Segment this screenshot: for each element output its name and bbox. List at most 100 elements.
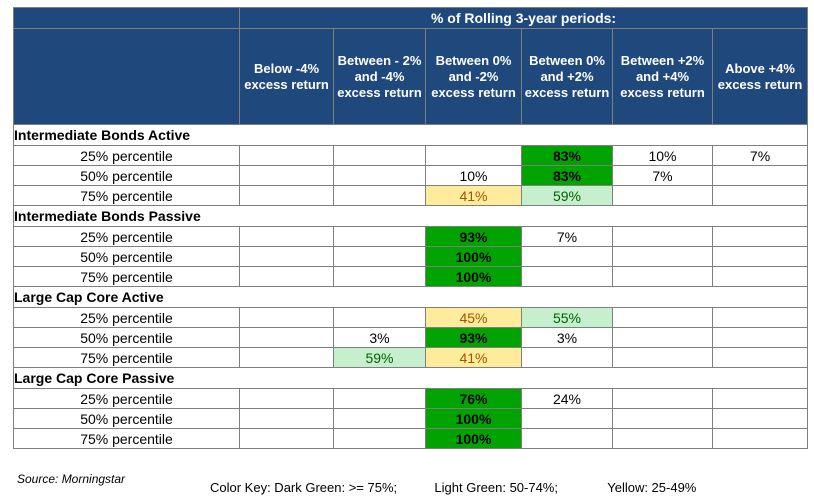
value-cell (239, 185, 334, 206)
table-row: 50% percentile 100% (13, 408, 809, 429)
row-label: 50% percentile (13, 165, 240, 186)
value-cell (333, 307, 426, 328)
value-cell (333, 145, 426, 166)
value-cell (711, 307, 809, 328)
value-cell (333, 226, 426, 247)
column-header: Between 0% and -2% excess return (425, 28, 522, 125)
value-cell (612, 246, 713, 267)
value-cell (521, 428, 613, 449)
table-row: 25% percentile 45% 55% (13, 307, 809, 328)
table-title: % of Rolling 3-year periods: (238, 7, 809, 29)
color-key-yellow: Yellow: 25-49% (607, 480, 697, 495)
value-cell (239, 266, 334, 287)
table-row: 50% percentile 100% (13, 246, 809, 267)
value-cell (711, 408, 809, 429)
value-cell (333, 266, 426, 287)
group-row: Intermediate Bonds Passive (12, 205, 809, 227)
value-cell (612, 388, 713, 409)
value-cell (239, 428, 334, 449)
color-key: Color Key: Dark Green: >= 75%; Light Gre… (210, 480, 696, 495)
value-cell (239, 388, 334, 409)
value-cell (333, 246, 426, 267)
value-cell (521, 246, 613, 267)
value-cell (612, 307, 713, 328)
value-cell (612, 185, 713, 206)
value-cell (711, 246, 809, 267)
value-cell: 93% (425, 327, 522, 348)
row-label: 75% percentile (13, 185, 240, 206)
value-cell (711, 388, 809, 409)
value-cell (711, 165, 809, 186)
value-cell (333, 185, 426, 206)
group-label: Intermediate Bonds Passive (12, 205, 809, 227)
table-row: 75% percentile 59% 41% (13, 347, 809, 368)
table-body: Intermediate Bonds Active 25% percentile 8… (12, 124, 809, 449)
value-cell: 10% (612, 145, 713, 166)
group-label: Large Cap Core Active (12, 286, 809, 308)
group-row: Large Cap Core Passive (12, 367, 809, 389)
value-cell (711, 327, 809, 348)
value-cell (239, 226, 334, 247)
row-label: 25% percentile (13, 226, 240, 247)
source-note: Source: Morningstar (17, 472, 126, 486)
returns-table: % of Rolling 3-year periods: Below -4% e… (12, 7, 809, 449)
value-cell: 100% (425, 266, 522, 287)
row-label: 25% percentile (13, 388, 240, 409)
table-row: 50% percentile 10% 83% 7% (13, 165, 809, 186)
value-cell: 100% (425, 428, 522, 449)
super-header-row: % of Rolling 3-year periods: (13, 7, 809, 29)
table-row: 75% percentile 41% 59% (13, 185, 809, 206)
value-cell (239, 145, 334, 166)
table-row: 50% percentile 3% 93% 3% (13, 327, 809, 348)
value-cell (333, 388, 426, 409)
table-row: 75% percentile 100% (13, 266, 809, 287)
column-header: Below -4% excess return (239, 28, 334, 125)
color-key-light: Light Green: 50-74%; (434, 480, 558, 495)
value-cell (333, 408, 426, 429)
value-cell (711, 185, 809, 206)
value-cell (612, 327, 713, 348)
value-cell (521, 408, 613, 429)
row-label: 50% percentile (13, 327, 240, 348)
value-cell: 7% (711, 145, 809, 166)
value-cell (612, 347, 713, 368)
value-cell: 55% (521, 307, 613, 328)
table-row: 25% percentile 93% 7% (13, 226, 809, 247)
column-header-row: Below -4% excess return Between - 2% and… (13, 28, 809, 125)
value-cell (333, 428, 426, 449)
value-cell (711, 226, 809, 247)
value-cell: 3% (521, 327, 613, 348)
value-cell (711, 428, 809, 449)
group-row: Intermediate Bonds Active (12, 124, 809, 146)
value-cell (239, 246, 334, 267)
super-header-blank (13, 7, 240, 29)
row-label: 25% percentile (13, 307, 240, 328)
value-cell (239, 165, 334, 186)
value-cell (239, 408, 334, 429)
value-cell (239, 307, 334, 328)
table-row: 25% percentile 83% 10% 7% (13, 145, 809, 166)
value-cell: 100% (425, 246, 522, 267)
value-cell: 41% (425, 347, 522, 368)
column-header: Above +4% excess return (711, 28, 809, 125)
value-cell: 45% (425, 307, 522, 328)
value-cell (521, 347, 613, 368)
group-label: Intermediate Bonds Active (12, 124, 809, 146)
row-label: 75% percentile (13, 347, 240, 368)
value-cell (521, 266, 613, 287)
value-cell: 10% (425, 165, 522, 186)
value-cell (711, 266, 809, 287)
value-cell (612, 226, 713, 247)
value-cell (612, 428, 713, 449)
row-label: 50% percentile (13, 246, 240, 267)
value-cell: 3% (333, 327, 426, 348)
value-cell: 93% (425, 226, 522, 247)
column-header: Between +2% and +4% excess return (612, 28, 713, 125)
value-cell: 59% (333, 347, 426, 368)
value-cell: 100% (425, 408, 522, 429)
value-cell (425, 145, 522, 166)
column-header: Between - 2% and -4% excess return (333, 28, 426, 125)
value-cell: 7% (612, 165, 713, 186)
row-label: 50% percentile (13, 408, 240, 429)
value-cell: 83% (521, 165, 613, 186)
